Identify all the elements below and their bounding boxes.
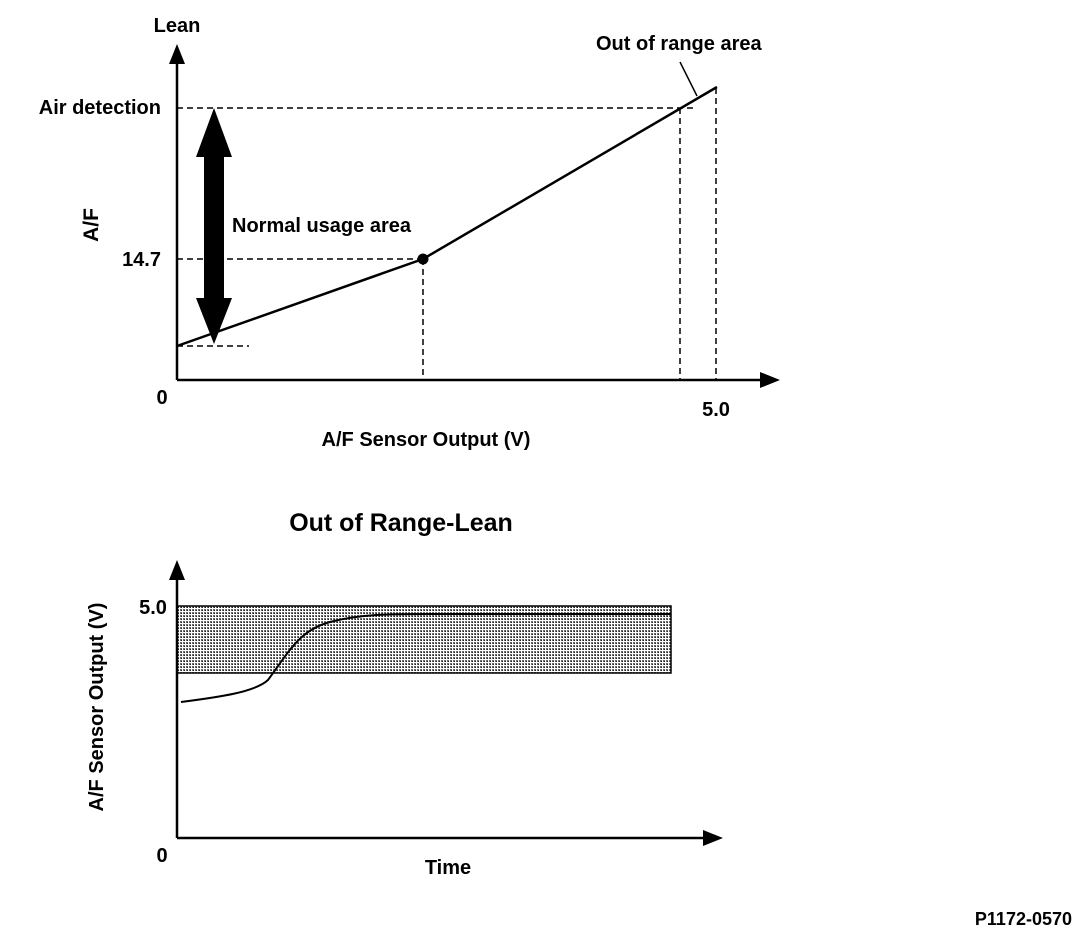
stoich-point	[417, 253, 429, 265]
top-y-axis-title: A/F	[80, 208, 103, 242]
bottom-y-axis-title: A/F Sensor Output (V)	[86, 603, 108, 812]
top-chart: Lean A/F Air detection 14.7 0 5.0 A/F Se…	[39, 15, 780, 451]
top-y-axis-arrow	[169, 44, 185, 64]
out-of-range-band	[176, 605, 672, 674]
out-of-range-area-label: Out of range area	[596, 33, 762, 55]
bottom-y-axis-arrow	[169, 560, 185, 580]
top-y-axis-top-label: Lean	[154, 15, 201, 37]
normal-usage-double-arrow	[196, 108, 232, 344]
top-origin-label: 0	[156, 387, 167, 409]
top-x-tick-label: 5.0	[702, 399, 730, 421]
top-x-axis-arrow	[760, 372, 780, 388]
normal-usage-area-label: Normal usage area	[232, 215, 412, 237]
bottom-y-tick-label: 5.0	[139, 597, 167, 619]
sensor-output-curve	[180, 613, 671, 703]
out-of-range-leader	[679, 61, 698, 97]
figure-code: P1172-0570	[975, 909, 1072, 929]
air-detection-label: Air detection	[39, 97, 161, 119]
stoich-label: 14.7	[122, 249, 161, 271]
bottom-chart: Out of Range-Lean 5.0 0 Time A/F Sensor …	[86, 509, 723, 879]
bottom-x-axis-title: Time	[425, 857, 471, 879]
bottom-chart-title: Out of Range-Lean	[289, 509, 513, 537]
top-x-axis-title: A/F Sensor Output (V)	[322, 429, 531, 451]
bottom-origin-label: 0	[156, 845, 167, 867]
bottom-x-axis-arrow	[703, 830, 723, 846]
